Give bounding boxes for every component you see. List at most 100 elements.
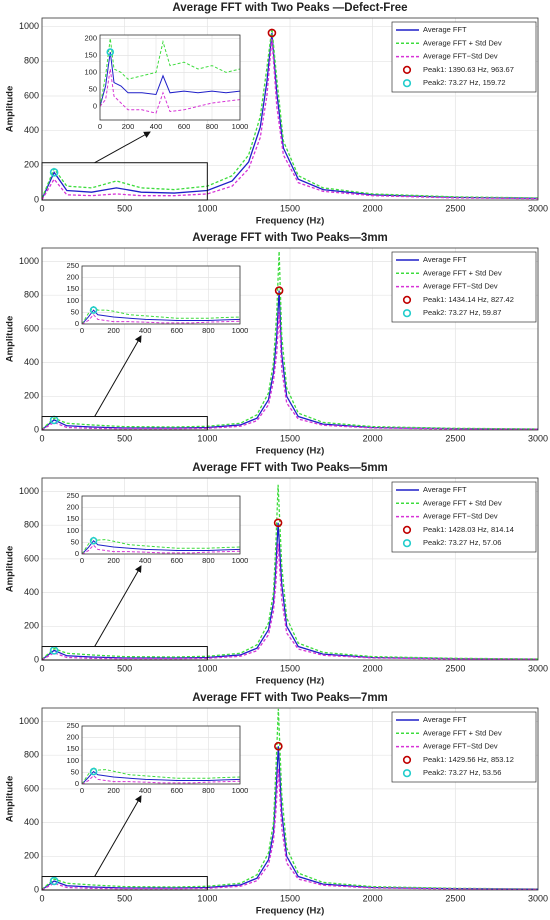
y-tick-label: 50: [89, 84, 97, 93]
y-tick-label: 0: [34, 654, 39, 664]
inset-background: [82, 496, 240, 554]
legend-label: Average FFT: [423, 255, 467, 264]
y-tick-label: 200: [24, 851, 39, 861]
inset-frame: [99, 34, 241, 121]
inset-background: [100, 35, 240, 120]
legend-label: Peak1: 1434.14 Hz, 827.42: [423, 295, 514, 304]
x-tick-label: 1500: [280, 663, 300, 673]
legend-marker: [402, 79, 412, 88]
peak-marker: [49, 168, 59, 177]
y-tick-label: 1000: [19, 256, 39, 266]
y-tick-label: 250: [66, 261, 79, 270]
y-tick-label: 200: [84, 33, 97, 42]
legend-marker: [402, 539, 412, 548]
x-tick-label: 200: [122, 122, 135, 131]
plot-area: [42, 484, 538, 660]
x-tick-label: 200: [107, 786, 120, 795]
legend-label: Peak2: 73.27 Hz, 59.87: [423, 308, 501, 317]
x-tick-label: 600: [171, 326, 184, 335]
x-tick-label: 0: [39, 663, 44, 673]
y-tick-label: 100: [66, 296, 79, 305]
x-tick-label: 500: [117, 433, 132, 443]
y-tick-label: 400: [24, 357, 39, 367]
x-tick-label: 400: [139, 326, 152, 335]
x-axis-label: Frequency (Hz): [256, 446, 325, 457]
peak-marker: [49, 876, 59, 886]
legend-label: Peak1: 1429.56 Hz, 853.12: [423, 755, 514, 764]
peak-marker: [89, 767, 98, 776]
y-tick-label: 100: [66, 526, 79, 535]
x-tick-label: 1000: [197, 433, 217, 443]
x-tick-label: 600: [171, 786, 184, 795]
series-line: [42, 311, 538, 430]
y-tick-label: 1000: [19, 21, 39, 31]
legend-label: Average FFT + Std Dev: [423, 38, 502, 47]
x-tick-label: 2500: [445, 663, 465, 673]
x-tick-label: 0: [39, 203, 44, 213]
legend-marker: [402, 525, 412, 535]
x-tick-label: 1000: [232, 326, 249, 335]
x-tick-label: 400: [150, 122, 163, 131]
y-tick-label: 200: [24, 621, 39, 631]
peak-marker: [274, 286, 284, 295]
chart-title: Average FFT with Two Peaks —Defect-Free: [172, 2, 407, 14]
series-line: [100, 68, 240, 114]
y-tick-label: 0: [34, 884, 39, 894]
y-tick-label: 0: [93, 101, 97, 110]
inset-background: [82, 266, 240, 324]
x-tick-label: 3000: [528, 893, 548, 903]
y-tick-label: 150: [66, 744, 79, 753]
series-line: [42, 484, 538, 660]
y-tick-label: 150: [84, 50, 97, 59]
axes-frame: [41, 477, 539, 661]
zoom-box: [41, 416, 208, 431]
x-tick-label: 1000: [197, 663, 217, 673]
y-axis-label: Amplitude: [5, 776, 16, 822]
series-line: [82, 774, 240, 784]
axes-frame: [41, 707, 539, 891]
x-tick-label: 600: [178, 122, 191, 131]
x-tick-label: 2000: [363, 203, 383, 213]
y-tick-label: 200: [24, 160, 39, 170]
series-line: [42, 28, 538, 199]
zoom-box: [41, 646, 208, 661]
x-tick-label: 3000: [528, 203, 548, 213]
series-line: [42, 290, 538, 430]
series-line: [100, 38, 240, 107]
y-tick-label: 800: [24, 520, 39, 530]
y-tick-label: 600: [24, 553, 39, 563]
y-tick-label: 800: [24, 750, 39, 760]
y-axis-label: Amplitude: [5, 86, 16, 132]
y-tick-label: 0: [75, 549, 79, 558]
x-tick-label: 200: [107, 556, 120, 565]
legend-label: Average FFT−Std Dev: [423, 742, 498, 751]
series-line: [42, 746, 538, 890]
series-line: [42, 708, 538, 890]
legend-label: Average FFT: [423, 25, 467, 34]
series-line: [42, 543, 538, 660]
y-axis-label: Amplitude: [5, 316, 16, 362]
legend-label: Peak2: 73.27 Hz, 57.06: [423, 538, 501, 547]
x-tick-label: 1500: [280, 433, 300, 443]
x-axis-label: Frequency (Hz): [256, 216, 325, 227]
y-tick-label: 50: [71, 767, 79, 776]
x-tick-label: 1000: [232, 556, 249, 565]
chart-title: Average FFT with Two Peaks—7mm: [192, 692, 388, 704]
y-tick-label: 150: [66, 284, 79, 293]
y-tick-label: 0: [34, 424, 39, 434]
zoom-arrow: [94, 131, 151, 164]
inset-frame: [81, 265, 241, 325]
y-tick-label: 100: [66, 756, 79, 765]
y-tick-label: 400: [24, 587, 39, 597]
legend-marker: [402, 309, 412, 318]
legend-label: Average FFT + Std Dev: [423, 728, 502, 737]
y-tick-label: 0: [75, 319, 79, 328]
x-tick-label: 200: [107, 326, 120, 335]
series-line: [82, 770, 240, 784]
legend-marker: [402, 769, 412, 778]
x-tick-label: 500: [117, 663, 132, 673]
chart-title: Average FFT with Two Peaks—3mm: [192, 232, 388, 244]
y-tick-label: 250: [66, 491, 79, 500]
y-tick-label: 1000: [19, 716, 39, 726]
peak-marker: [106, 48, 115, 56]
